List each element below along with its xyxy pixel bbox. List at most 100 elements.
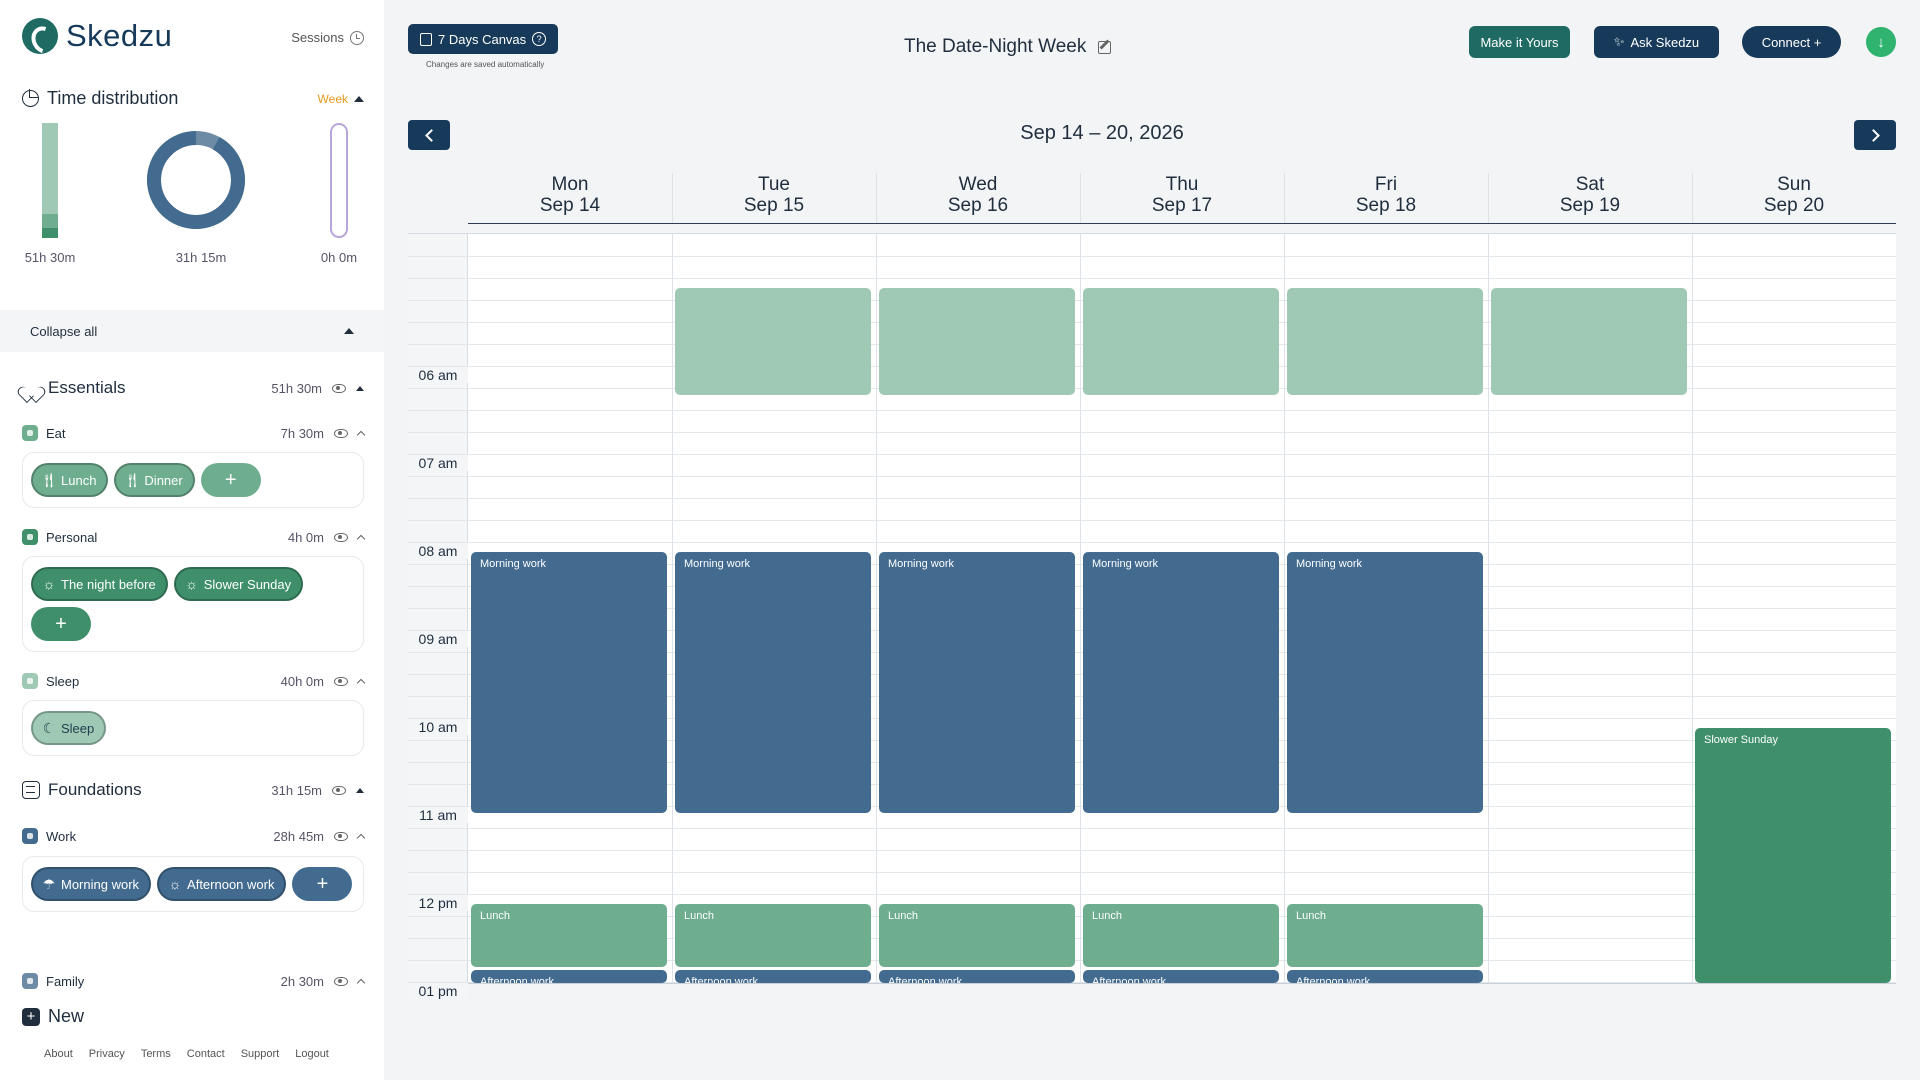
event-afternoon-work[interactable]: Afternoon work [1287, 969, 1483, 983]
event-title: Afternoon work [480, 975, 554, 983]
chevron-up-icon[interactable] [356, 978, 366, 987]
previous-week-button[interactable] [408, 120, 450, 150]
category-personal-header[interactable]: Personal 4h 0m [22, 529, 366, 545]
day-of-week: Sun [1777, 174, 1811, 195]
eye-icon[interactable] [334, 428, 348, 438]
donut-arc [147, 131, 245, 229]
event-afternoon-work[interactable]: Afternoon work [675, 969, 871, 983]
fork-knife-icon: 🍴︎ [123, 471, 142, 488]
chevron-left-icon [424, 128, 438, 142]
footer-link-privacy[interactable]: Privacy [88, 1048, 125, 1060]
make-it-yours-button[interactable]: Make it Yours [1469, 26, 1570, 58]
download-button[interactable]: ↓ [1866, 27, 1896, 57]
category-eat-header[interactable]: Eat 7h 30m [22, 425, 366, 441]
category-sleep-chips: ☾ Sleep [22, 700, 364, 756]
event-title: Afternoon work [684, 975, 758, 983]
foundations-total: 31h 15m [271, 782, 322, 798]
collapse-all-toggle[interactable]: Collapse all [0, 310, 384, 352]
eye-icon[interactable] [334, 976, 348, 986]
event-morning-work[interactable]: Morning work [1287, 551, 1483, 813]
sidebar: Skedzu Sessions Time distribution Week 5… [0, 0, 384, 1080]
chevron-up-icon[interactable] [356, 430, 366, 439]
chip-morning-work[interactable]: ☂ Morning work [31, 867, 152, 901]
chip-sleep[interactable]: ☾ Sleep [31, 711, 107, 745]
day-header-divider [1080, 173, 1081, 223]
chip-afternoon-work[interactable]: ☼ Afternoon work [157, 867, 287, 901]
chip-lunch[interactable]: 🍴︎ Lunch [31, 463, 109, 497]
eye-icon[interactable] [332, 785, 346, 795]
help-icon[interactable]: ? [532, 32, 547, 46]
foundations-icon [22, 781, 40, 799]
add-work-activity-button[interactable]: + [292, 867, 353, 901]
footer-link-terms[interactable]: Terms [140, 1048, 171, 1060]
slot-line [408, 542, 1896, 543]
time-label: 10 am [408, 718, 468, 735]
eye-icon[interactable] [332, 383, 346, 393]
slot-line [408, 872, 1896, 873]
day-column-line [1284, 234, 1285, 983]
event-slower-sunday[interactable]: Slower Sunday [1695, 727, 1891, 983]
slot-line [408, 410, 1896, 411]
chevron-up-icon[interactable] [356, 678, 366, 687]
slot-line [408, 498, 1896, 499]
event-morning-work[interactable]: Morning work [471, 551, 667, 813]
footer-link-support[interactable]: Support [240, 1048, 280, 1060]
chip-dinner[interactable]: 🍴︎ Dinner [114, 463, 195, 497]
chip-the-night-before[interactable]: ☼ The night before [31, 567, 168, 601]
event-sleep[interactable] [1287, 287, 1483, 395]
event-title: Lunch [1092, 909, 1122, 922]
new-category-button[interactable]: + New [22, 1006, 84, 1027]
event-lunch[interactable]: Lunch [1083, 903, 1279, 967]
category-work-header[interactable]: Work 28h 45m [22, 828, 366, 844]
chevron-up-icon[interactable] [356, 534, 366, 543]
essentials-section-header[interactable]: Essentials 51h 30m [22, 378, 364, 398]
caret-up-icon[interactable] [356, 787, 364, 793]
category-personal-chips: ☼ The night before ☼ Slower Sunday + [22, 556, 364, 652]
foundations-section-header[interactable]: Foundations 31h 15m [22, 780, 364, 800]
event-sleep[interactable] [1491, 287, 1687, 395]
event-afternoon-work[interactable]: Afternoon work [879, 969, 1075, 983]
event-lunch[interactable]: Lunch [471, 903, 667, 967]
add-eat-activity-button[interactable]: + [200, 463, 261, 497]
day-header-divider [876, 173, 877, 223]
slot-line [408, 476, 1896, 477]
footer-link-contact[interactable]: Contact [186, 1048, 225, 1060]
connect-button[interactable]: Connect + [1742, 26, 1841, 58]
caret-up-icon[interactable] [356, 385, 364, 391]
ask-skedzu-button[interactable]: ✨︎ Ask Skedzu [1594, 26, 1719, 58]
time-label: 12 pm [408, 894, 468, 911]
next-week-button[interactable] [1854, 120, 1896, 150]
event-morning-work[interactable]: Morning work [879, 551, 1075, 813]
day-column-line [672, 234, 673, 983]
eye-icon[interactable] [334, 676, 348, 686]
event-lunch[interactable]: Lunch [1287, 903, 1483, 967]
event-lunch[interactable]: Lunch [879, 903, 1075, 967]
app-logo[interactable]: Skedzu [22, 18, 172, 54]
chip-slower-sunday[interactable]: ☼ Slower Sunday [173, 567, 304, 601]
period-selector[interactable]: Week [318, 92, 364, 106]
event-morning-work[interactable]: Morning work [1083, 551, 1279, 813]
essentials-title: Essentials [48, 378, 126, 397]
eye-icon[interactable] [334, 831, 348, 841]
calendar-grid[interactable]: 06 am 07 am 08 am 09 am 10 am 11 am 12 pm 01 pm… [408, 233, 1896, 999]
footer-link-logout[interactable]: Logout [295, 1048, 329, 1060]
footer-link-about[interactable]: About [44, 1048, 73, 1060]
event-lunch[interactable]: Lunch [675, 903, 871, 967]
edit-pencil-icon[interactable] [1098, 40, 1112, 54]
day-column-line [1692, 234, 1693, 983]
canvas-type-badge[interactable]: 7 Days Canvas ? [408, 24, 559, 54]
sessions-button[interactable]: Sessions [291, 30, 364, 45]
event-afternoon-work[interactable]: Afternoon work [1083, 969, 1279, 983]
event-afternoon-work[interactable]: Afternoon work [471, 969, 667, 983]
category-family-header[interactable]: Family 2h 30m [22, 973, 366, 989]
event-sleep[interactable] [1083, 287, 1279, 395]
event-title: Slower Sunday [1704, 733, 1778, 746]
event-sleep[interactable] [675, 287, 871, 395]
eye-icon[interactable] [334, 532, 348, 542]
category-sleep-header[interactable]: Sleep 40h 0m [22, 673, 366, 689]
add-personal-activity-button[interactable]: + [31, 607, 91, 641]
event-title: Morning work [684, 557, 751, 570]
chevron-up-icon[interactable] [356, 833, 366, 842]
event-sleep[interactable] [879, 287, 1075, 395]
event-morning-work[interactable]: Morning work [675, 551, 871, 813]
